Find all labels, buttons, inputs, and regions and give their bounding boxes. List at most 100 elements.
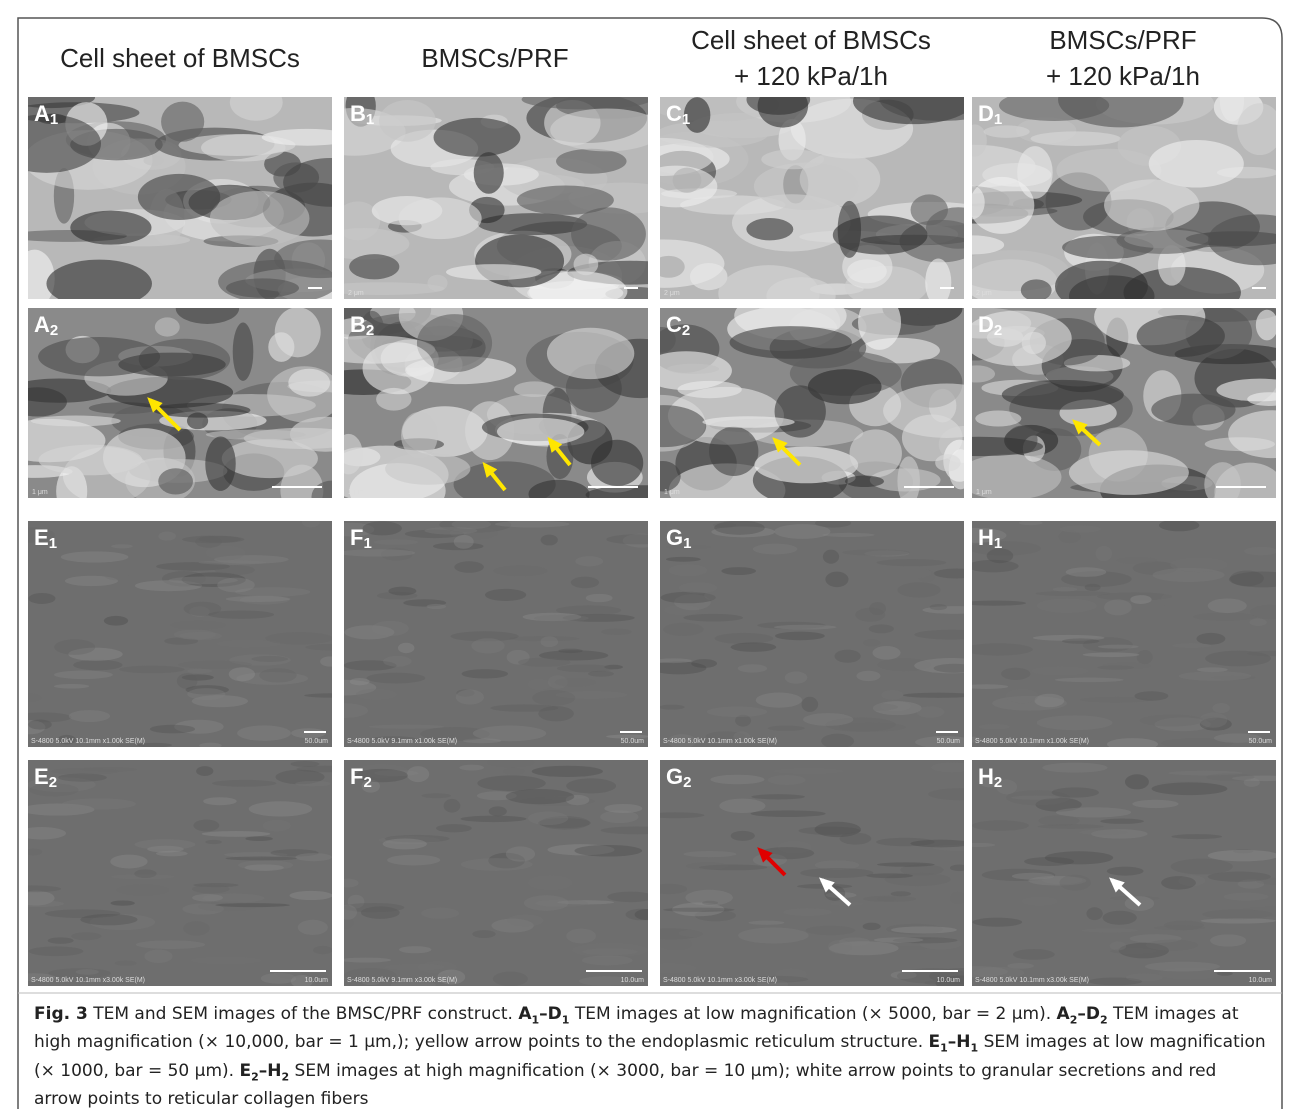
texture-blob: [187, 688, 225, 700]
texture-blob: [69, 710, 110, 722]
texture-blob: [962, 843, 995, 847]
texture-blob: [354, 949, 374, 958]
texture-blob: [815, 519, 851, 528]
texture-blob: [446, 264, 541, 280]
texture-blob: [540, 636, 558, 647]
column-header: BMSCs/PRF: [421, 43, 568, 73]
texture-blob: [1104, 599, 1132, 615]
scale-text: 1 μm: [664, 489, 680, 496]
texture-blob: [80, 914, 137, 925]
texture-blob: [1249, 619, 1266, 626]
texture-blob: [881, 690, 903, 700]
texture-blob: [839, 833, 871, 845]
texture-blob: [931, 762, 974, 772]
texture-blob: [485, 589, 526, 601]
texture-blob: [731, 831, 755, 841]
texture-blob: [155, 317, 180, 336]
texture-blob: [1134, 691, 1168, 701]
texture-blob: [897, 582, 940, 597]
texture-blob: [1082, 928, 1139, 932]
texture-blob: [785, 671, 807, 683]
caption-subscript: 2: [1100, 1013, 1108, 1026]
texture-blob: [1098, 645, 1139, 649]
texture-blob: [556, 149, 627, 174]
texture-blob: [369, 725, 444, 729]
texture-blob: [702, 901, 718, 905]
texture-blob: [1126, 973, 1163, 981]
texture-blob: [806, 926, 856, 936]
texture-blob: [134, 869, 156, 878]
scale-bar: [940, 287, 954, 289]
texture-blob: [524, 895, 569, 911]
texture-blob: [964, 684, 1008, 689]
instrument-info: S-4800 5.0kV 10.1mm x1.00k SE(M): [31, 738, 145, 745]
texture-blob: [869, 624, 894, 633]
texture-blob: [298, 920, 328, 935]
texture-blob: [385, 453, 470, 485]
texture-blob: [1145, 962, 1220, 972]
panel-letter: A: [34, 312, 50, 337]
texture-blob: [666, 557, 701, 562]
texture-blob: [31, 416, 121, 427]
scale-text: 50.0um: [937, 738, 961, 745]
texture-blob: [1104, 179, 1199, 230]
texture-blob: [518, 658, 570, 667]
texture-blob: [1097, 665, 1134, 669]
texture-blob: [202, 831, 271, 837]
texture-blob: [1053, 587, 1077, 591]
texture-blob: [911, 194, 948, 225]
texture-blob: [1110, 941, 1126, 950]
texture-blob: [768, 726, 805, 731]
texture-blob: [1204, 462, 1241, 507]
texture-blob: [823, 550, 839, 564]
texture-blob: [800, 868, 873, 878]
texture-blob: [399, 946, 431, 953]
texture-blob: [655, 658, 691, 663]
texture-blob: [1154, 926, 1205, 931]
texture-blob: [575, 556, 603, 566]
texture-blob: [28, 719, 52, 729]
scale-bar: [904, 486, 954, 488]
texture-blob: [1210, 934, 1246, 946]
texture-blob: [1060, 875, 1092, 891]
texture-blob: [226, 596, 291, 602]
caption-run: –D: [1077, 1004, 1100, 1024]
texture-blob: [136, 940, 205, 949]
texture-blob: [497, 418, 584, 445]
texture-blob: [547, 328, 634, 379]
panel-letter: B: [350, 312, 366, 337]
texture-blob: [1116, 227, 1210, 254]
column-header: Cell sheet of BMSCs: [691, 25, 931, 55]
texture-blob: [473, 726, 546, 742]
texture-blob: [855, 608, 885, 622]
texture-blob: [383, 656, 411, 667]
caption: Fig. 3 TEM and SEM images of the BMSC/PR…: [34, 1003, 1269, 1111]
texture-blob: [522, 89, 651, 109]
scale-bar: [270, 970, 326, 972]
panel-subscript: 2: [50, 322, 58, 339]
texture-blob: [758, 84, 808, 127]
texture-blob: [169, 577, 238, 585]
texture-blob: [90, 691, 120, 704]
texture-blob: [118, 353, 225, 377]
texture-blob: [1019, 520, 1043, 525]
texture-blob: [1079, 830, 1128, 835]
texture-blob: [973, 918, 1023, 927]
texture-blob: [1100, 819, 1144, 824]
texture-blob: [193, 820, 219, 832]
texture-blob: [1035, 591, 1110, 596]
texture-blob: [877, 559, 947, 566]
texture-blob: [1256, 310, 1278, 341]
texture-blob: [249, 541, 277, 550]
texture-blob: [1137, 315, 1225, 357]
caption-run: A: [518, 1004, 531, 1024]
micrograph: F210.0umS-4800 5.0kV 9.1mm x3.00k SE(M): [335, 757, 673, 989]
micrograph: A12 μm: [0, 84, 382, 308]
texture-blob: [1193, 613, 1257, 621]
texture-blob: [28, 593, 55, 604]
texture-blob: [61, 551, 129, 562]
texture-blob: [1066, 567, 1107, 577]
panel-subscript: 1: [994, 111, 1002, 128]
texture-blob: [845, 476, 884, 487]
micrograph: A21 μm: [0, 293, 362, 516]
